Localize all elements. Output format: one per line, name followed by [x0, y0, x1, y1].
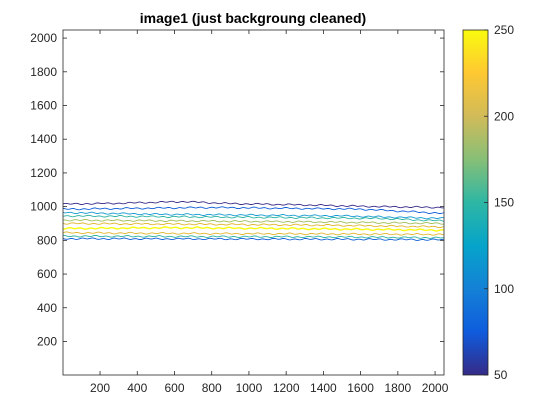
y-tick-label: 1000: [30, 200, 57, 214]
chart-title: image1 (just backgroung cleaned): [140, 10, 366, 26]
x-tick-label: 1000: [236, 381, 263, 395]
x-tick-label: 2000: [422, 381, 449, 395]
x-tick-label: 200: [90, 381, 110, 395]
y-tick-label: 2000: [30, 31, 57, 45]
colorbar-tick-label: 250: [494, 23, 514, 37]
colorbar-tick-label: 200: [494, 109, 514, 123]
y-tick-label: 600: [37, 267, 57, 281]
x-tick-label: 1800: [384, 381, 411, 395]
x-tick-label: 800: [202, 381, 222, 395]
y-tick-label: 400: [37, 301, 57, 315]
x-tick-label: 1400: [310, 381, 337, 395]
x-tick-label: 600: [164, 381, 184, 395]
y-tick-label: 1800: [30, 65, 57, 79]
colorbar-tick-label: 150: [494, 196, 514, 210]
colorbar-tick-label: 50: [494, 368, 508, 382]
y-tick-label: 200: [37, 334, 57, 348]
x-tick-label: 400: [127, 381, 147, 395]
plot-area: [63, 30, 444, 375]
y-tick-label: 1400: [30, 132, 57, 146]
colorbar-tick-label: 100: [494, 282, 514, 296]
colorbar-axis: 50 100 150 200 250: [484, 23, 514, 382]
x-tick-label: 1200: [273, 381, 300, 395]
x-tick-label: 1600: [347, 381, 374, 395]
y-tick-label: 1600: [30, 99, 57, 113]
y-tick-label: 1200: [30, 166, 57, 180]
y-tick-label: 800: [37, 233, 57, 247]
